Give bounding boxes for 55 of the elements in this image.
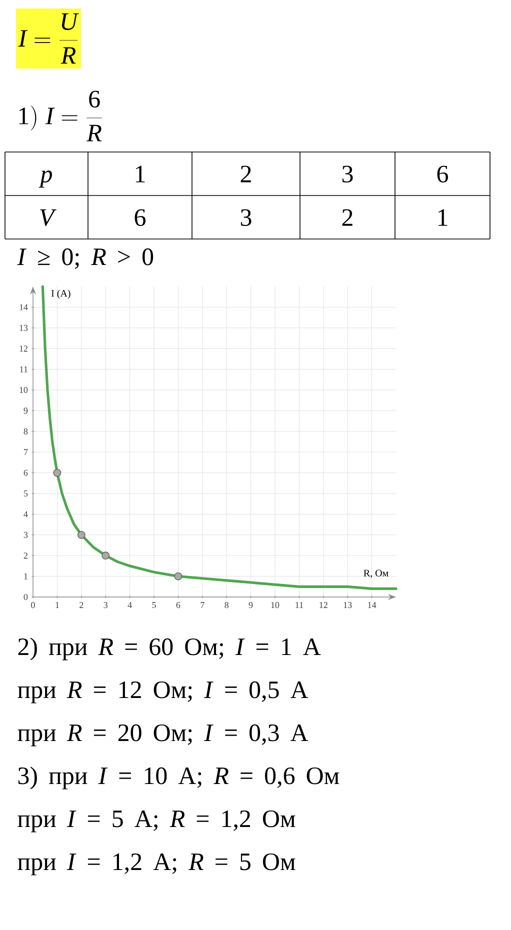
point xyxy=(102,552,110,560)
y-tick-label: 11 xyxy=(20,366,28,372)
text: 2 xyxy=(342,209,352,226)
text: при I = 1,2 А; R = 5 Ом xyxy=(18,853,296,876)
x-tick-label: 12 xyxy=(320,602,328,608)
x-tick-label: 0 xyxy=(31,602,35,608)
point xyxy=(174,572,182,580)
y-axis-title: I (A) xyxy=(51,290,70,299)
x-tick-label: 7 xyxy=(200,602,204,608)
text: при I = 5 А; R = 1,2 Ом xyxy=(18,810,296,832)
x-tick-label: 4 xyxy=(128,602,132,608)
chart-title: $I=\frac{U}{R}$ xyxy=(18,13,79,64)
y-tick-label: 1 xyxy=(24,573,28,580)
x-tick-label: 5 xyxy=(152,602,156,608)
y-tick-label: 2 xyxy=(24,552,28,559)
text: 1 xyxy=(136,166,145,182)
x-tick-label: 2 xyxy=(80,602,84,608)
point xyxy=(77,530,86,539)
x-tick-label: 1 xyxy=(56,602,59,608)
text: 2) при R = 60 Ом; I = 1 А xyxy=(18,638,321,660)
y-tick-label: 12 xyxy=(20,346,28,352)
y-tick-label: 5 xyxy=(24,490,28,496)
text: p xyxy=(38,170,52,188)
y-tick-label: 13 xyxy=(20,324,28,331)
text: 1 xyxy=(438,209,448,226)
y-tick-label: 9 xyxy=(24,408,28,414)
y-tick-label: 0 xyxy=(24,594,28,600)
text: $1)\;I=\frac{6}{R}$ xyxy=(19,90,102,142)
text: 3 xyxy=(342,166,353,182)
y-tick-label: 14 xyxy=(20,304,28,310)
x-axis-title: R, Ом xyxy=(364,570,388,578)
text: 6 xyxy=(437,166,448,182)
x-tick-label: 3 xyxy=(104,602,108,608)
x-tick-label: 11 xyxy=(296,602,303,608)
text: 6 xyxy=(134,209,146,226)
x-tick-label: 8 xyxy=(224,602,228,608)
text: I ≥ 0; R > 0 xyxy=(17,248,154,269)
y-tick-label: 10 xyxy=(20,386,28,394)
text: V xyxy=(40,209,57,226)
x-tick-label: 6 xyxy=(176,602,180,608)
y-tick-label: 6 xyxy=(24,470,28,476)
x-tick-label: 14 xyxy=(368,602,376,608)
y-tick-label: 3 xyxy=(24,532,28,538)
x-tick-label: 13 xyxy=(344,602,352,608)
y-tick-label: 8 xyxy=(24,428,28,434)
y-tick-label: 4 xyxy=(24,511,28,518)
text: 3 xyxy=(240,209,252,226)
x-tick-label: 9 xyxy=(248,602,253,608)
point xyxy=(53,468,62,477)
text: при R = 12 Ом; I = 0,5 А xyxy=(18,681,308,704)
text: 2 xyxy=(240,166,251,182)
text: 3) при I = 10 А; R = 0,6 Ом xyxy=(18,766,340,790)
x-tick-label: 10 xyxy=(271,602,280,608)
text: при R = 20 Ом; I = 0,3 А xyxy=(18,724,308,746)
y-tick-label: 7 xyxy=(24,449,28,456)
